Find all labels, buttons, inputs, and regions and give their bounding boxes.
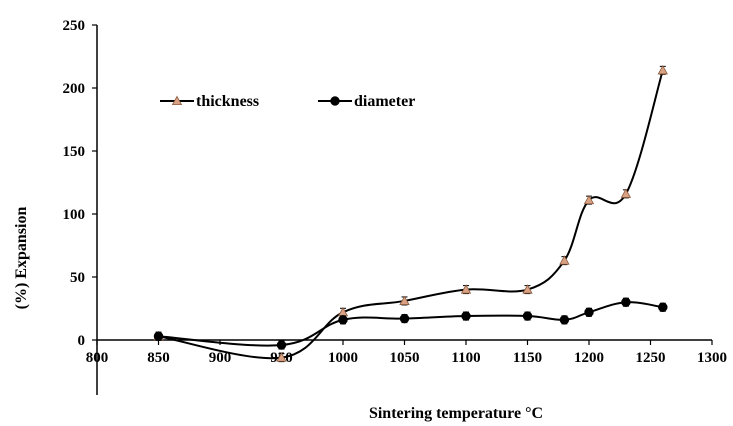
legend-label: diameter (354, 93, 415, 110)
y-tick-label: 0 (78, 333, 86, 349)
data-point-triangle (559, 255, 570, 265)
data-point-triangle (460, 284, 472, 294)
data-point-circle (621, 297, 631, 307)
y-tick-label: 200 (63, 81, 86, 97)
y-axis-title: (%) Expansion (13, 207, 30, 310)
legend-label: thickness (196, 93, 259, 110)
data-point-triangle (399, 295, 410, 305)
legend-item-diameter: diameter (318, 93, 415, 110)
data-point-circle (153, 331, 164, 341)
y-tick-label: 50 (70, 270, 85, 286)
data-point-circle (658, 302, 668, 312)
series-thickness (153, 65, 668, 363)
data-point-circle (330, 96, 340, 106)
x-tick-label: 1200 (574, 350, 604, 366)
y-tick-label: 150 (63, 144, 86, 160)
x-tick-label: 1100 (451, 350, 480, 366)
series-layer (153, 65, 668, 363)
y-tick-label: 100 (63, 207, 86, 223)
x-axis-title: Sintering temperature °C (369, 405, 543, 422)
data-point-triangle (620, 188, 632, 198)
x-tick-label: 1000 (328, 350, 358, 366)
x-tick-label: 1300 (697, 350, 727, 366)
data-point-circle (399, 313, 410, 324)
data-point-circle (461, 311, 471, 321)
series-line (158, 70, 664, 360)
series-line (158, 301, 663, 347)
x-tick-label: 800 (86, 350, 109, 366)
data-point-triangle (583, 194, 595, 205)
legend: thickness diameter (160, 93, 415, 110)
axes: 0501001502002508008509009501000105011001… (63, 18, 727, 395)
x-tick-label: 850 (147, 350, 170, 366)
data-point-triangle (657, 65, 668, 75)
data-point-circle (584, 307, 594, 318)
x-tick-label: 1150 (513, 350, 542, 366)
data-point-circle (559, 315, 570, 325)
x-tick-label: 900 (209, 350, 232, 366)
data-point-triangle (276, 352, 287, 362)
series-diameter (153, 297, 668, 350)
x-tick-label: 1050 (390, 350, 420, 366)
data-point-circle (276, 340, 287, 350)
legend-item-thickness: thickness (160, 93, 259, 110)
data-point-triangle (522, 284, 533, 294)
data-point-circle (522, 311, 533, 321)
x-tick-label: 1250 (636, 350, 666, 366)
data-point-circle (338, 315, 348, 325)
y-tick-label: 250 (63, 18, 86, 34)
data-point-triangle (171, 95, 183, 105)
